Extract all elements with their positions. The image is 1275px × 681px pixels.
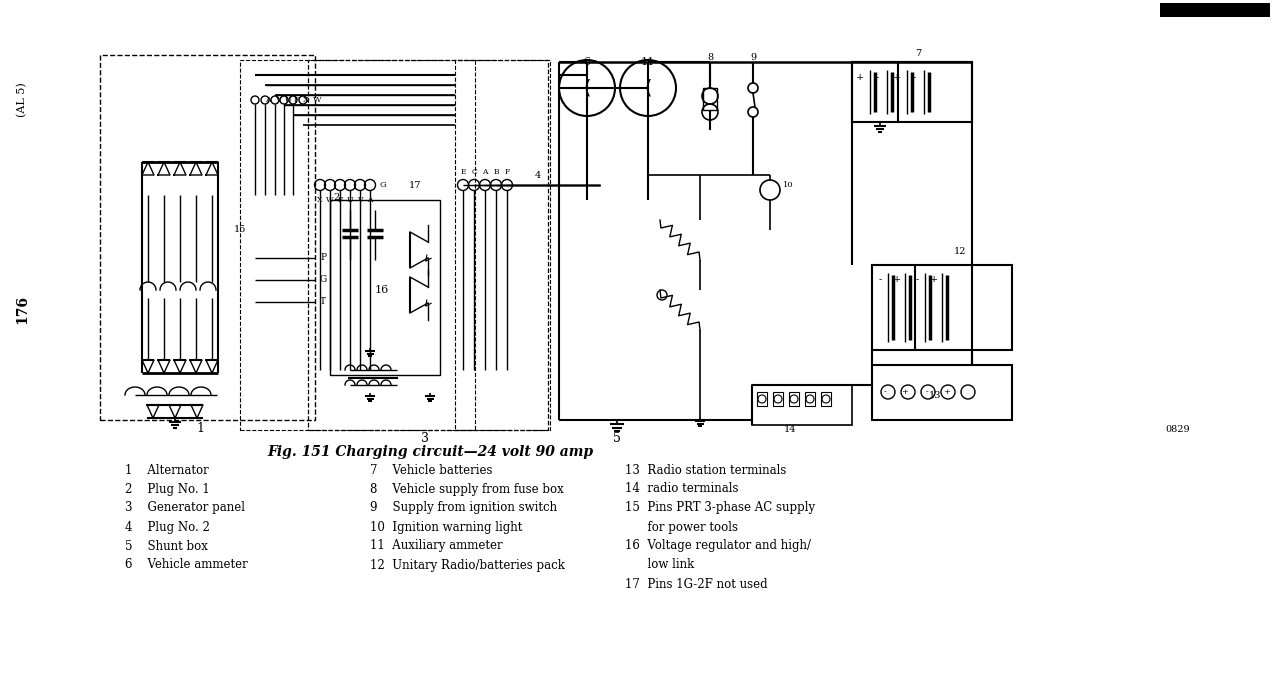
Bar [99, 55, 315, 420]
Text: +: + [892, 74, 901, 82]
Text: Fig. 151 Charging circuit—24 volt 90 amp: Fig. 151 Charging circuit—24 volt 90 amp [266, 445, 593, 459]
Bar [752, 385, 852, 425]
Text: 2    Plug No. 1: 2 Plug No. 1 [125, 483, 210, 496]
Text: 3    Generator panel: 3 Generator panel [125, 501, 245, 515]
Text: (: ( [583, 78, 590, 97]
Text: -: - [876, 74, 878, 82]
Text: 12  Unitary Radio/batteries pack: 12 Unitary Radio/batteries pack [370, 558, 565, 571]
Text: (: ( [644, 78, 652, 97]
Text: V: V [275, 96, 280, 104]
Bar [455, 60, 550, 430]
Text: 17: 17 [409, 180, 421, 189]
Text: 9    Supply from ignition switch: 9 Supply from ignition switch [370, 501, 557, 515]
Text: +: + [856, 74, 864, 82]
Text: 16: 16 [375, 285, 389, 295]
Text: V: V [357, 196, 363, 204]
Text: 3: 3 [421, 432, 428, 445]
Bar [872, 265, 1012, 350]
Text: 1: 1 [196, 422, 204, 434]
Text: 16  Voltage regulator and high/: 16 Voltage regulator and high/ [625, 539, 811, 552]
Text: W: W [312, 96, 321, 104]
Text: 15: 15 [235, 225, 246, 234]
Text: 9: 9 [750, 52, 756, 61]
Text: 7: 7 [915, 48, 921, 57]
Text: E: E [460, 168, 465, 176]
Text: -: - [884, 388, 886, 396]
Text: +: + [944, 388, 950, 396]
Text: P: P [320, 253, 326, 262]
Bar [872, 365, 1012, 420]
Text: A: A [482, 168, 488, 176]
Bar [821, 392, 831, 406]
Text: +: + [892, 276, 901, 285]
Text: 17  Pins 1G-2F not used: 17 Pins 1G-2F not used [625, 577, 768, 590]
Text: U: U [347, 196, 353, 204]
Text: 6: 6 [584, 57, 590, 67]
Bar [703, 88, 717, 110]
Text: A: A [367, 196, 372, 204]
Bar [805, 392, 815, 406]
Text: 1    Alternator: 1 Alternator [125, 464, 209, 477]
Text: 10: 10 [783, 181, 793, 189]
Text: U: U [286, 96, 292, 104]
Text: 176: 176 [15, 296, 29, 325]
Text: 7    Vehicle batteries: 7 Vehicle batteries [370, 464, 492, 477]
Text: 8: 8 [706, 52, 713, 61]
Text: 12: 12 [954, 247, 966, 257]
Bar [240, 60, 476, 430]
Text: 11  Auxiliary ammeter: 11 Auxiliary ammeter [370, 539, 502, 552]
Text: +: + [929, 276, 938, 285]
Text: -: - [915, 276, 918, 285]
Text: 10  Ignition warning light: 10 Ignition warning light [370, 520, 523, 533]
Text: 5    Shunt box: 5 Shunt box [125, 539, 208, 552]
Text: -: - [926, 388, 928, 396]
Text: F: F [295, 96, 300, 104]
Bar [1160, 3, 1270, 17]
Text: 15  Pins PRT 3-phase AC supply: 15 Pins PRT 3-phase AC supply [625, 501, 815, 515]
Text: (AL 5): (AL 5) [17, 82, 27, 117]
Text: 13  Radio station terminals: 13 Radio station terminals [625, 464, 787, 477]
Text: 14: 14 [784, 426, 797, 434]
Text: 6    Vehicle ammeter: 6 Vehicle ammeter [125, 558, 247, 571]
Text: X: X [303, 96, 309, 104]
Text: A: A [265, 96, 272, 104]
Text: 0829: 0829 [1165, 426, 1190, 434]
Text: C: C [472, 168, 477, 176]
Text: -: - [913, 74, 915, 82]
Text: W: W [326, 196, 334, 204]
Text: low link: low link [625, 558, 695, 571]
Text: for power tools: for power tools [625, 520, 738, 533]
Text: G: G [320, 276, 328, 285]
Text: 14  radio terminals: 14 radio terminals [625, 483, 738, 496]
Text: B: B [493, 168, 499, 176]
Text: 8    Vehicle supply from fuse box: 8 Vehicle supply from fuse box [370, 483, 564, 496]
Text: 13: 13 [928, 390, 941, 400]
Text: 2: 2 [334, 193, 340, 202]
Bar [852, 62, 972, 122]
Text: T: T [320, 298, 326, 306]
Text: F: F [505, 168, 510, 176]
Text: 11: 11 [641, 57, 655, 67]
Bar [330, 200, 440, 375]
Bar [309, 60, 548, 430]
Bar [757, 392, 768, 406]
Text: 4: 4 [536, 170, 542, 180]
Text: G: G [380, 181, 386, 189]
Text: 5: 5 [613, 432, 621, 445]
Text: +: + [901, 388, 908, 396]
Text: 4    Plug No. 2: 4 Plug No. 2 [125, 520, 210, 533]
Bar [773, 392, 783, 406]
Bar [789, 392, 799, 406]
Text: -: - [878, 276, 881, 285]
Text: X: X [317, 196, 323, 204]
Text: F: F [338, 196, 343, 204]
